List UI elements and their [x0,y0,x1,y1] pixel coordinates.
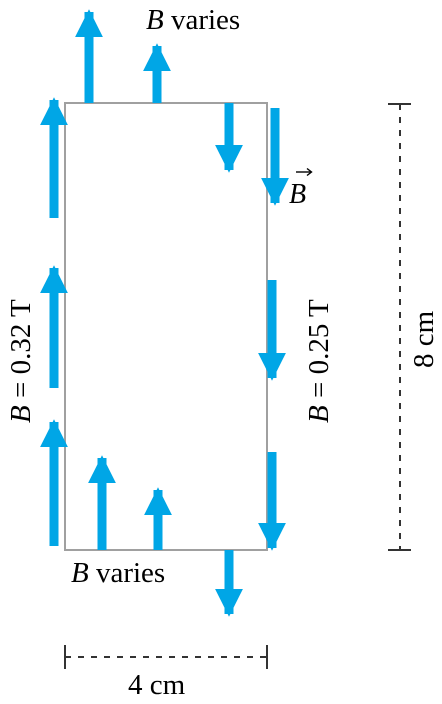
right-field-label: B = 0.25 T [303,299,335,423]
bottom-label: B varies [71,557,165,589]
top-label: B varies [146,4,240,36]
width-dimension [64,645,268,669]
field-vector-label: B [289,179,306,210]
vector-arrow-accent-icon [296,167,313,177]
rectangular-loop [64,102,268,551]
field-arrows [40,9,289,617]
height-dimension [388,103,411,551]
left-field-label: B = 0.32 T [5,299,37,423]
height-label: 8 cm [408,310,440,368]
width-label: 4 cm [128,669,186,701]
